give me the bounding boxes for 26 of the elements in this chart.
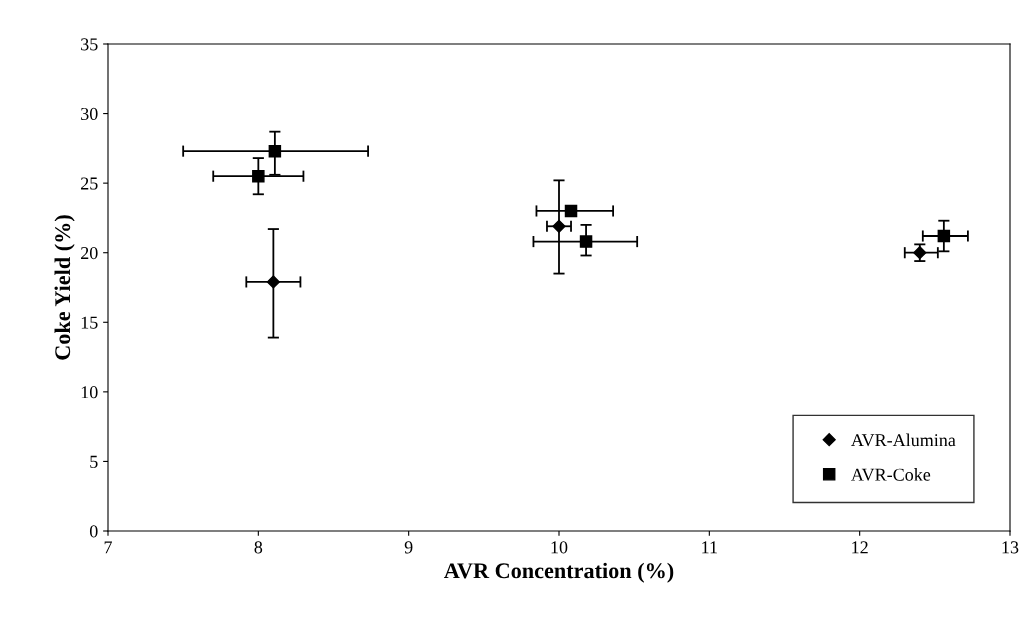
x-tick-label: 12	[852, 541, 868, 554]
y-tick-label: 0	[89, 525, 98, 538]
point	[266, 275, 280, 289]
legend-label: AVR-Coke	[851, 468, 931, 481]
y-tick-label: 25	[81, 177, 98, 190]
y-tick-label: 5	[90, 455, 98, 468]
y-tick-label: 15	[81, 316, 98, 329]
y-tick-label: 30	[81, 107, 98, 121]
legend-label: AVR-Alumina	[851, 433, 956, 447]
point	[564, 204, 578, 218]
x-tick-label: 13	[1002, 541, 1019, 554]
point	[579, 235, 593, 248]
x-tick-label: 8	[254, 541, 263, 554]
x-axis-title: AVR Concentration (%)	[444, 562, 674, 583]
y-axis-title: Coke Yield (%)	[54, 215, 75, 360]
y-tick-label: 10	[81, 386, 98, 399]
x-tick-label: 7	[104, 541, 112, 554]
point	[252, 169, 265, 183]
x-tick-label: 9	[404, 541, 413, 554]
y-tick-label: 20	[81, 246, 98, 260]
point	[268, 144, 282, 158]
y-tick-label: 35	[81, 38, 98, 51]
point	[552, 219, 566, 233]
point	[937, 229, 951, 243]
x-tick-label: 10	[551, 541, 568, 554]
x-tick-label: 11	[702, 541, 717, 554]
